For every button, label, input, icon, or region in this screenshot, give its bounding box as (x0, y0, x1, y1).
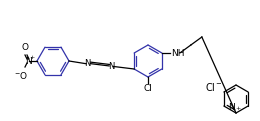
Text: N: N (228, 103, 235, 112)
Text: +: + (235, 106, 241, 111)
Text: Cl: Cl (144, 84, 152, 93)
Text: N: N (25, 57, 31, 65)
Text: Cl$^-$: Cl$^-$ (205, 81, 223, 93)
Text: N: N (108, 62, 115, 71)
Text: $^{-}$O: $^{-}$O (14, 70, 28, 81)
Text: NH: NH (171, 49, 184, 57)
Text: +: + (29, 55, 34, 60)
Text: O: O (22, 43, 29, 52)
Text: N: N (84, 59, 90, 68)
